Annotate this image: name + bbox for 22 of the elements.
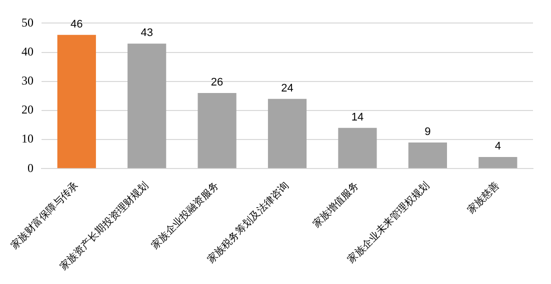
- x-tick-label: 家族增值服务: [310, 179, 362, 230]
- y-tick-label: 30: [22, 74, 34, 88]
- y-tick-label: 40: [22, 44, 34, 58]
- data-label: 46: [70, 18, 83, 30]
- data-label: 4: [494, 140, 501, 153]
- y-tick-label: 0: [28, 160, 34, 175]
- bar: [478, 157, 518, 168]
- bar: [408, 142, 447, 168]
- bar: [268, 98, 307, 168]
- bar: [198, 93, 236, 168]
- bar: [128, 44, 166, 168]
- x-tick-label: 家族慈善: [465, 179, 502, 216]
- bar: [57, 34, 96, 168]
- y-tick-label: 50: [22, 15, 34, 30]
- data-label: 9: [424, 126, 431, 138]
- data-label: 24: [281, 82, 294, 94]
- data-label: 43: [140, 27, 153, 40]
- bar: [338, 128, 377, 168]
- data-label: 26: [210, 76, 224, 89]
- y-tick-label: 20: [22, 102, 34, 117]
- y-tick-label: 10: [22, 132, 34, 146]
- data-label: 14: [351, 111, 364, 124]
